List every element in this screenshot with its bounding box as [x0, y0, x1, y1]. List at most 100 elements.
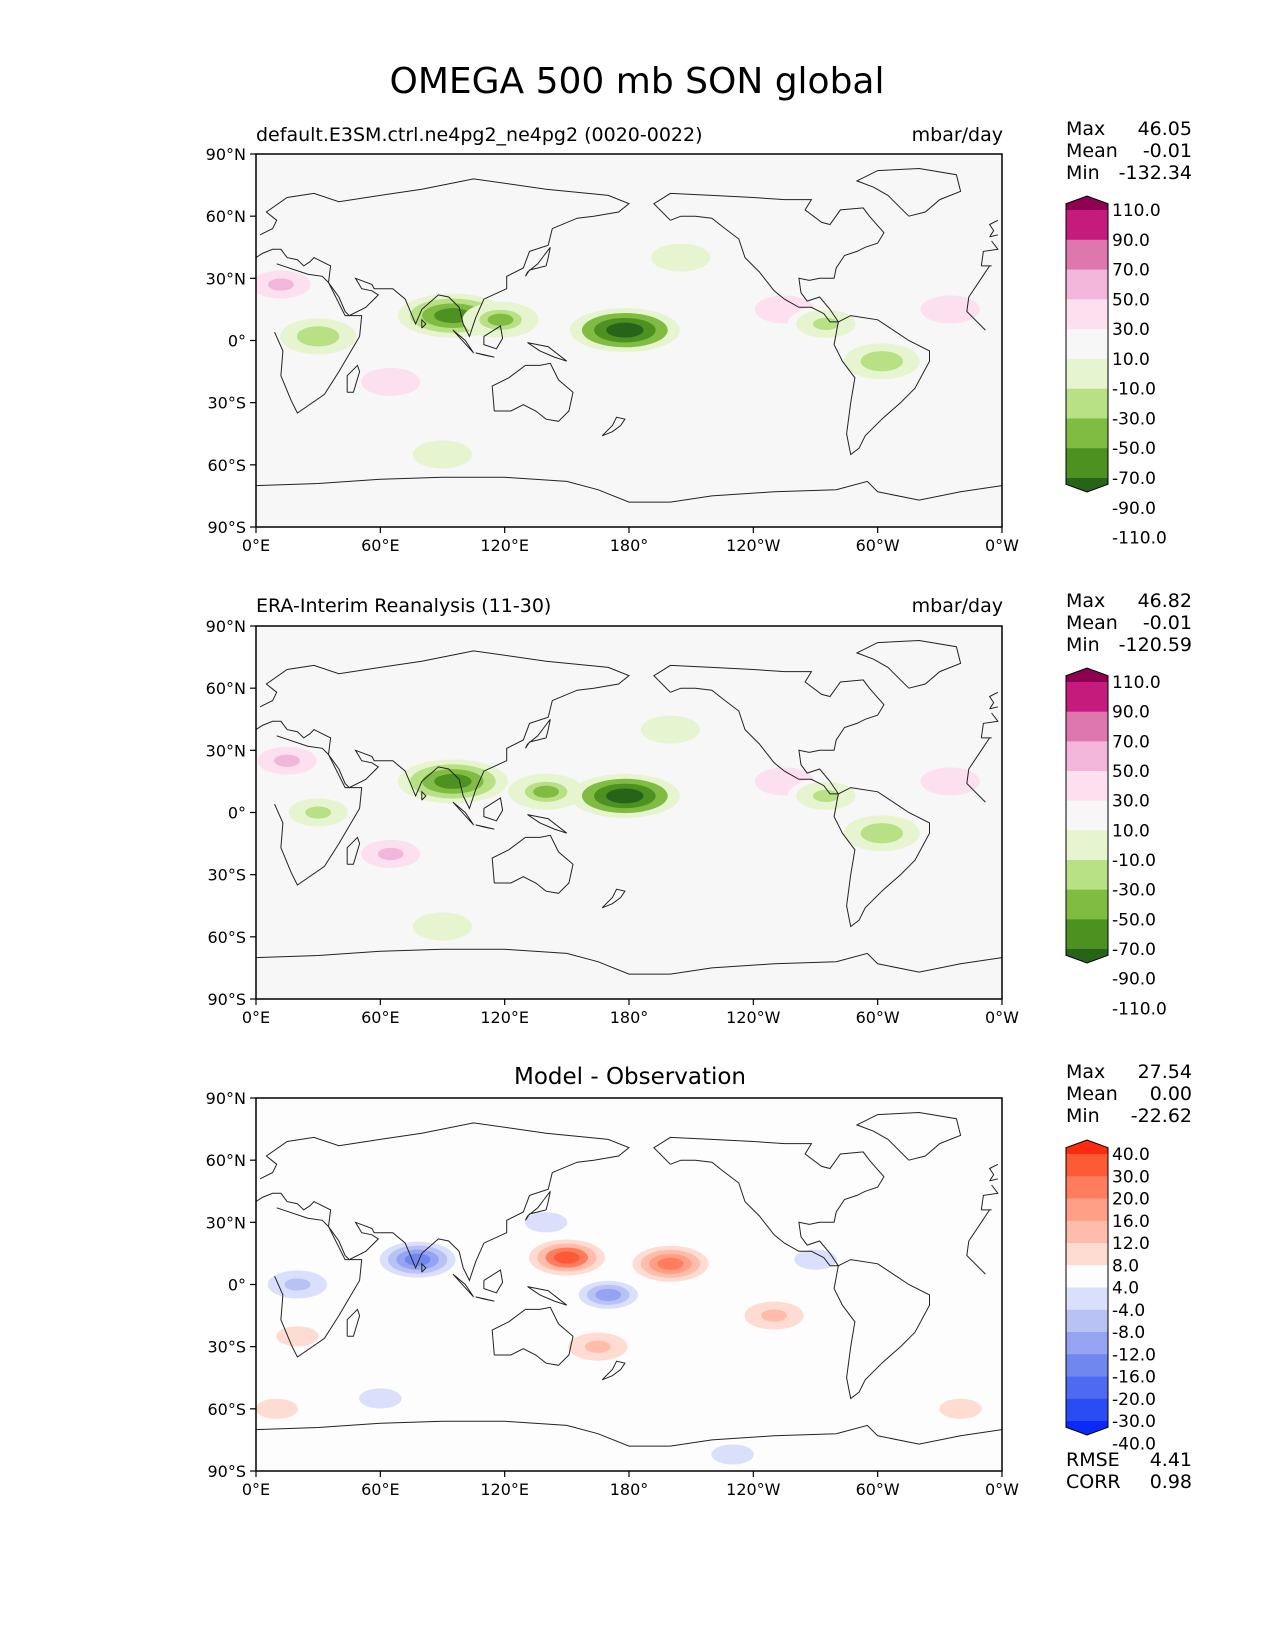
panel-title: ERA-Interim Reanalysis (11-30)	[256, 595, 551, 617]
colorbar-bin	[1066, 269, 1108, 300]
coastline-10	[601, 888, 626, 909]
coastline-3	[833, 315, 930, 456]
colorbar-tick-label: -70.0	[1112, 940, 1156, 960]
stat-mean-value: -0.01	[1143, 140, 1192, 162]
colorbar-tick-label: 50.0	[1112, 762, 1150, 782]
field-anomaly-10-level-3	[947, 1402, 974, 1415]
field-anomaly-8-level-3	[812, 789, 839, 803]
coastline-1	[256, 178, 999, 338]
colorbar-tick-label: 10.0	[1112, 350, 1150, 370]
field-anomaly-10-level-3	[937, 775, 964, 788]
y-tick-label: 30°N	[206, 741, 246, 760]
colorbar-bin	[1066, 830, 1108, 861]
y-tick-label: 90°S	[207, 1462, 246, 1481]
field-anomaly-8-level-3	[812, 317, 839, 331]
corr-value: 0.98	[1150, 1471, 1192, 1493]
coastline-6	[256, 476, 1002, 503]
colorbar-extend-min	[1066, 478, 1108, 492]
x-tick-label: 0°E	[242, 1480, 270, 1499]
y-tick-label: 0°	[228, 332, 246, 351]
x-tick-label: 60°E	[361, 1008, 399, 1027]
x-tick-label: 120°W	[726, 1008, 781, 1027]
coastline-9	[988, 691, 999, 710]
stat-max-label: Max	[1066, 590, 1105, 612]
colorbar-tick-label: 90.0	[1112, 231, 1150, 251]
coastline-2	[491, 1306, 574, 1366]
coastline-9	[988, 219, 999, 238]
field-anomaly-2-level-3	[377, 375, 404, 389]
colorbar-bin	[1066, 682, 1108, 713]
colorbar-tick-label: -110.0	[1112, 999, 1167, 1019]
x-tick-label: 60°E	[361, 536, 399, 555]
x-tick-label: 120°E	[480, 1008, 529, 1027]
coastline-14	[527, 1286, 568, 1306]
y-tick-label: 60°S	[207, 928, 246, 947]
colorbar-bin	[1066, 210, 1108, 241]
x-tick-label: 0°E	[242, 536, 270, 555]
x-tick-label: 180°	[610, 1480, 649, 1499]
coastline-5	[855, 639, 962, 689]
x-tick-label: 120°E	[480, 1480, 529, 1499]
colorbar-bin	[1066, 889, 1108, 920]
x-tick-label: 0°W	[985, 1480, 1019, 1499]
colorbar-tick-label: -30.0	[1112, 409, 1156, 429]
field-anomaly-8-level-3	[367, 1392, 394, 1405]
colorbar-tick-label: 8.0	[1112, 1256, 1139, 1276]
field-anomaly-3-level-3	[434, 773, 472, 789]
colorbar-bin	[1066, 1198, 1108, 1222]
field-anomaly-7-level-3	[771, 775, 798, 788]
colorbar-tick-label: 40.0	[1112, 1145, 1150, 1165]
colorbar-outline	[1065, 1139, 1109, 1436]
stat-min-value: -22.62	[1131, 1105, 1192, 1127]
panel-title: Model - Observation	[514, 1064, 746, 1090]
coastline-0	[274, 735, 991, 886]
coastline-7	[524, 1190, 551, 1221]
coastline-0	[274, 1207, 991, 1358]
figure-title: OMEGA 500 mb SON global	[390, 61, 885, 102]
stat-mean-label: Mean	[1066, 1083, 1118, 1105]
colorbar-tick-label: -16.0	[1112, 1368, 1156, 1388]
field-anomaly-4-level-3	[284, 1278, 311, 1291]
y-tick-label: 90°S	[207, 990, 246, 1009]
y-tick-label: 90°S	[207, 518, 246, 537]
colorbar-tick-label: -70.0	[1112, 469, 1156, 489]
stat-mean-label: Mean	[1066, 140, 1118, 162]
panel-difference: Model - Observation Max 27.54 Mean 0.00 …	[206, 1061, 1192, 1499]
colorbar-extend-min	[1066, 949, 1108, 963]
field-anomaly-11-level-3	[429, 448, 456, 461]
stat-max-value: 46.05	[1138, 118, 1192, 140]
stat-min-value: -120.59	[1119, 634, 1192, 656]
colorbar-tick-label: -90.0	[1112, 970, 1156, 990]
y-tick-label: 60°N	[206, 679, 246, 698]
field-anomaly-3-level-3	[595, 1288, 622, 1301]
field-anomaly-7-level-3	[761, 1309, 787, 1322]
stat-mean-label: Mean	[1066, 612, 1118, 634]
panel-units: mbar/day	[912, 595, 1003, 617]
colorbar-bin	[1066, 800, 1108, 831]
x-tick-label: 120°W	[726, 1480, 781, 1499]
coastline-8	[346, 836, 361, 865]
coastline-1	[256, 1122, 999, 1282]
colorbar-bin	[1066, 771, 1108, 802]
coastline-11	[452, 1273, 475, 1298]
x-tick-label: 0°W	[985, 1008, 1019, 1027]
colorbar-bin	[1066, 711, 1108, 742]
colorbar-bin	[1066, 1354, 1108, 1377]
stat-max-value: 27.54	[1138, 1061, 1192, 1083]
coastlines	[256, 1111, 1002, 1447]
colorbar-outline	[1065, 667, 1109, 964]
colorbar-extend-max	[1066, 668, 1108, 682]
colorbar-tick-label: -50.0	[1112, 439, 1156, 459]
field-anomaly-2-level-3	[657, 1257, 684, 1270]
field-anomaly-5-level-3	[606, 322, 644, 338]
colorbar-tick-label: 110.0	[1112, 673, 1161, 693]
colorbar-bin	[1066, 1243, 1108, 1266]
colorbar-tick-label: -30.0	[1112, 881, 1156, 901]
coastline-2	[491, 362, 574, 422]
x-tick-label: 0°W	[985, 536, 1019, 555]
coastline-0	[274, 263, 991, 414]
colorbar-tick-label: -30.0	[1112, 1412, 1156, 1432]
colorbar-tick-label: 30.0	[1112, 320, 1150, 340]
corr-label: CORR	[1066, 1471, 1121, 1493]
coastline-5	[855, 167, 962, 217]
